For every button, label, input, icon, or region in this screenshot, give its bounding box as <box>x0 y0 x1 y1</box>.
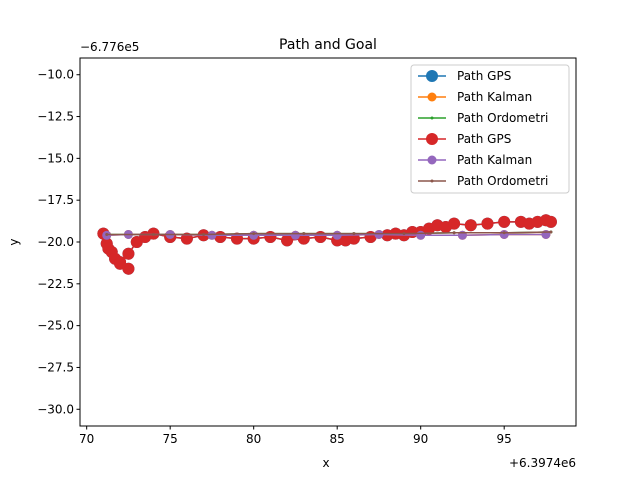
data-point <box>207 230 217 240</box>
data-point <box>122 247 135 260</box>
data-point <box>352 232 356 236</box>
data-point <box>314 230 327 243</box>
legend-label: Path GPS <box>457 132 511 146</box>
y-offset-label: −6.776e5 <box>80 40 139 54</box>
legend-frame <box>410 64 570 194</box>
x-axis-title: x <box>322 456 329 470</box>
y-tick-label: −30.0 <box>37 402 74 416</box>
legend-marker <box>427 155 437 165</box>
y-tick-label: −25.0 <box>37 319 74 333</box>
legend-marker <box>430 179 434 183</box>
x-axis-ticks: 70 75 80 85 90 95 <box>79 426 512 446</box>
legend-items: Path GPS Path Kalman Path Ordometri Path GP… <box>418 69 548 188</box>
legend-label: Path Kalman <box>457 153 532 167</box>
data-point <box>464 219 477 232</box>
data-point <box>180 232 193 245</box>
chart-title: Path and Goal <box>279 37 377 53</box>
y-tick-label: −12.5 <box>37 110 74 124</box>
series-line <box>106 231 551 236</box>
y-tick-label: −17.5 <box>37 193 74 207</box>
y-tick-label: −22.5 <box>37 277 74 291</box>
x-offset-label: +6.3974e6 <box>509 456 576 470</box>
data-point <box>544 215 557 228</box>
legend-label: Path Kalman <box>457 90 532 104</box>
x-tick-label: 75 <box>163 432 178 446</box>
data-point <box>302 232 306 236</box>
x-tick-label: 90 <box>413 432 428 446</box>
data-point <box>151 232 155 236</box>
legend-item: Path Kalman <box>418 153 532 167</box>
plot-area <box>79 57 577 427</box>
y-axis-ticks: −10.0 −12.5 −15.0 −17.5 −20.0 −22.5 −25.0 −27.5… <box>37 68 80 416</box>
data-point <box>332 230 342 240</box>
data-point <box>264 230 277 243</box>
legend-marker <box>426 70 438 82</box>
legend-item: Path GPS <box>418 132 511 146</box>
legend-label: Path GPS <box>457 69 511 83</box>
data-point <box>374 229 384 239</box>
legend-item: Path Ordometri <box>418 111 548 125</box>
data-point <box>481 217 494 230</box>
legend-marker <box>430 116 434 120</box>
y-tick-label: −20.0 <box>37 235 74 249</box>
y-tick-label: −15.0 <box>37 151 74 165</box>
data-point <box>252 232 256 236</box>
data-point <box>290 230 300 240</box>
legend-marker <box>426 133 438 145</box>
y-tick-label: −27.5 <box>37 360 74 374</box>
x-tick-label: 95 <box>497 432 512 446</box>
data-point <box>448 217 461 230</box>
legend-marker <box>427 92 437 102</box>
y-axis-title: y <box>7 238 21 245</box>
data-point <box>498 215 511 228</box>
data-point <box>105 232 109 236</box>
data-point <box>549 230 553 234</box>
legend-item: Path Ordometri <box>418 174 548 188</box>
x-tick-label: 70 <box>79 432 94 446</box>
data-point <box>502 231 506 235</box>
data-point <box>114 257 127 270</box>
legend-label: Path Ordometri <box>457 111 548 125</box>
data-point <box>452 231 456 235</box>
data-point <box>402 232 406 236</box>
legend-item: Path Kalman <box>418 90 532 104</box>
x-tick-label: 85 <box>330 432 345 446</box>
data-point <box>202 232 206 236</box>
x-tick-label: 80 <box>246 432 261 446</box>
data-point <box>416 230 426 240</box>
series-6 <box>105 230 553 236</box>
legend: Path GPS Path Kalman Path Ordometri Path GP… <box>410 64 570 194</box>
legend-item: Path GPS <box>418 69 511 83</box>
legend-label: Path Ordometri <box>457 174 548 188</box>
series-layer <box>97 214 557 275</box>
data-point <box>281 234 294 247</box>
y-tick-label: −10.0 <box>37 68 74 82</box>
